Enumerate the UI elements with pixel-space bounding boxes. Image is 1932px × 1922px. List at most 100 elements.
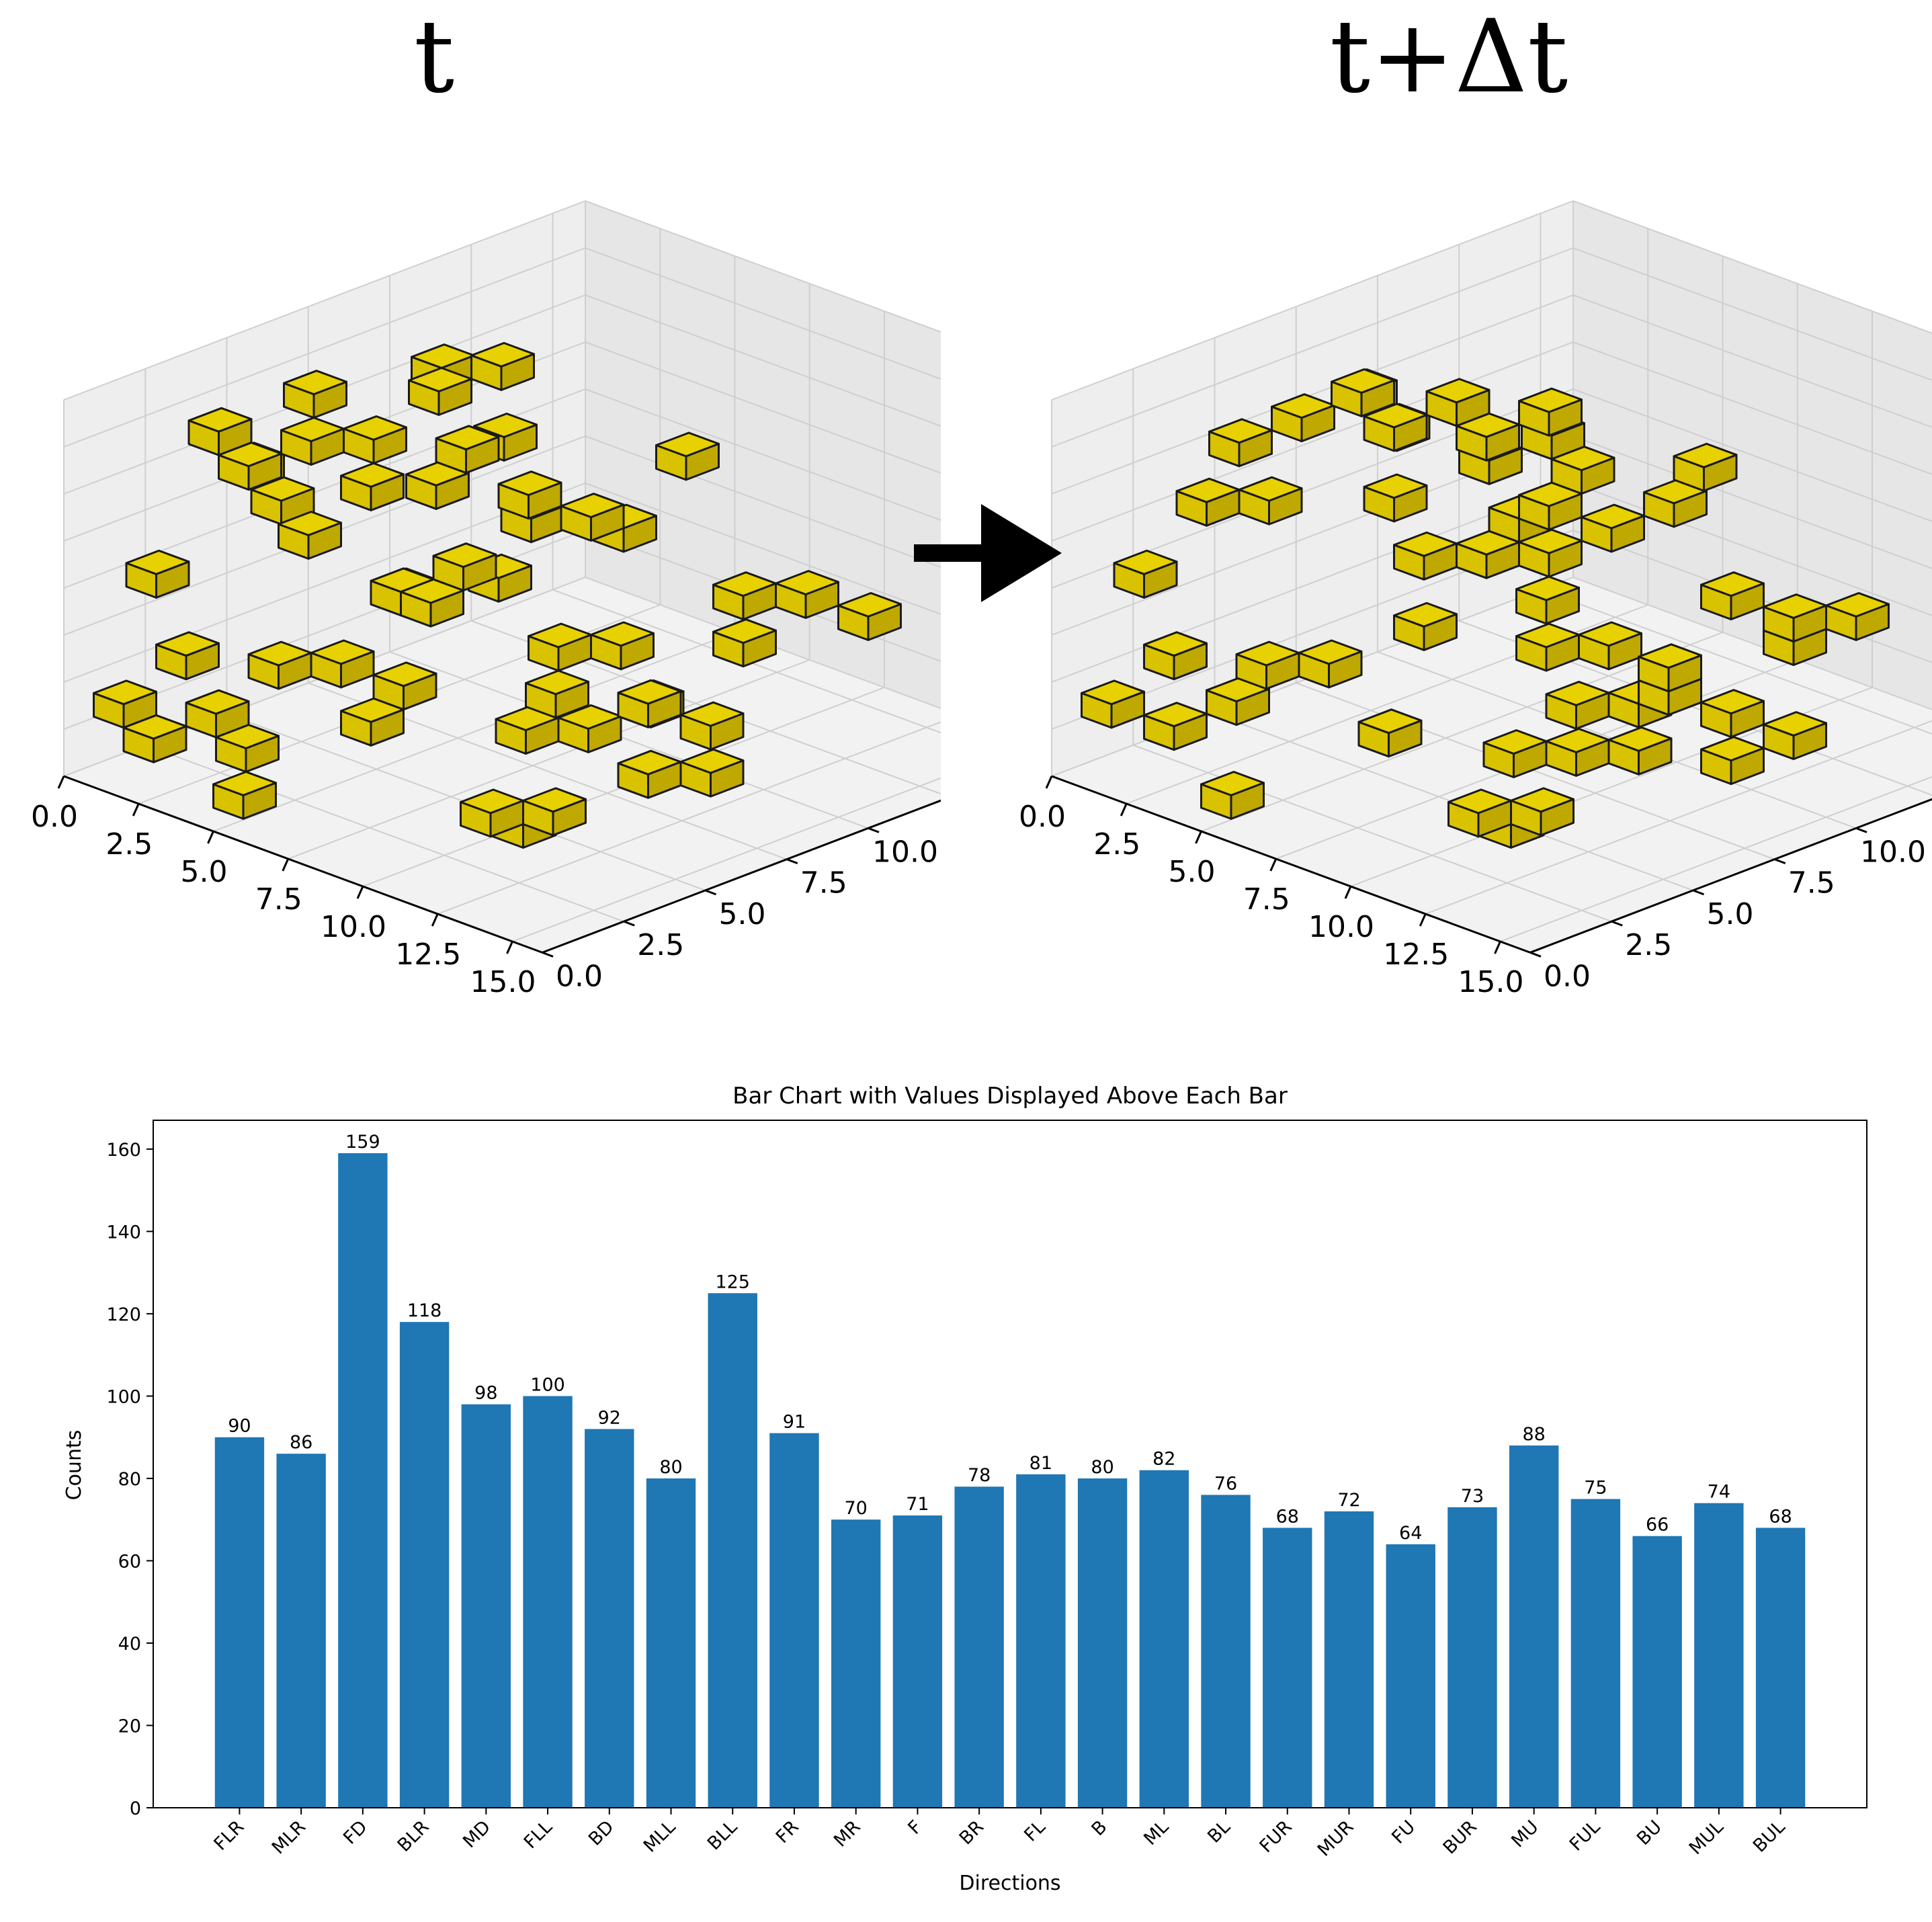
arrow-shaft — [914, 544, 988, 562]
bar — [1078, 1478, 1127, 1808]
bar — [1447, 1507, 1497, 1808]
bar-value-label: 82 — [1152, 1449, 1175, 1470]
x-tick-label: FD — [339, 1816, 372, 1849]
bar — [708, 1293, 757, 1808]
bar — [954, 1487, 1003, 1808]
x-tick-mark — [1345, 886, 1351, 899]
x-tick-mark — [283, 859, 288, 871]
bar-value-label: 91 — [783, 1412, 806, 1433]
bar-value-label: 86 — [290, 1432, 312, 1453]
bar-chart: Bar Chart with Values Displayed Above Ea… — [0, 1048, 1932, 1922]
x-tick-label: BL — [1204, 1816, 1234, 1847]
x-tick-mark — [358, 886, 363, 899]
bar — [523, 1396, 572, 1808]
x-tick-label: BLR — [394, 1816, 433, 1856]
y-tick-mark — [1530, 952, 1541, 956]
bar — [1571, 1499, 1620, 1808]
y-tick-label: 20 — [118, 1716, 141, 1737]
bar — [1694, 1503, 1743, 1808]
y-tick-mark — [706, 890, 716, 894]
bar-value-label: 159 — [345, 1132, 380, 1153]
y-tick-label: 60 — [118, 1551, 141, 1572]
x-tick-label: 7.5 — [1243, 882, 1290, 917]
bar-value-label: 81 — [1030, 1453, 1052, 1474]
bar-value-label: 73 — [1461, 1486, 1484, 1507]
bar-value-label: 74 — [1708, 1482, 1730, 1503]
bar-value-label: 92 — [598, 1407, 621, 1428]
x-tick-mark — [507, 942, 513, 954]
arrow-head — [981, 504, 1062, 602]
x-tick-mark — [1271, 859, 1276, 871]
y-tick-label: 140 — [106, 1222, 141, 1243]
bar — [585, 1429, 634, 1808]
bar — [462, 1405, 511, 1808]
x-tick-label: FLL — [520, 1816, 556, 1853]
chart-title: Bar Chart with Values Displayed Above Ea… — [732, 1083, 1288, 1110]
x-tick-label: BLL — [704, 1816, 741, 1854]
x-tick-mark — [1196, 831, 1202, 843]
bar-value-label: 78 — [968, 1465, 991, 1486]
y-tick-label: 120 — [106, 1304, 141, 1325]
x-tick-label: BUL — [1749, 1816, 1790, 1857]
x-tick-mark — [432, 914, 437, 926]
bar-value-label: 98 — [474, 1383, 497, 1404]
bar-value-label: 68 — [1769, 1506, 1792, 1527]
bar — [338, 1153, 387, 1808]
x-tick-mark — [208, 831, 214, 843]
y-tick-label: 2.5 — [637, 928, 684, 962]
x-tick-mark — [58, 776, 64, 788]
x-tick-label: 0.0 — [1019, 800, 1066, 834]
y-tick-label: 0.0 — [1544, 959, 1591, 993]
x-tick-label: 12.5 — [395, 937, 461, 972]
bar — [1509, 1446, 1558, 1808]
y-tick-label: 40 — [118, 1634, 141, 1655]
x-tick-label: FL — [1020, 1816, 1050, 1846]
bar-value-label: 80 — [659, 1457, 682, 1478]
x-tick-label: MUR — [1314, 1816, 1358, 1861]
y-tick-label: 2.5 — [1625, 928, 1672, 962]
y-tick-label: 0 — [130, 1798, 141, 1819]
bar — [1325, 1511, 1374, 1808]
x-tick-label: 10.0 — [1308, 910, 1374, 944]
y-tick-label: 10.0 — [1860, 835, 1926, 869]
y-tick-mark — [542, 952, 553, 956]
y-tick-label: 80 — [118, 1469, 141, 1490]
bar — [1386, 1544, 1435, 1808]
bar — [1140, 1470, 1189, 1808]
y-tick-mark — [1611, 921, 1622, 925]
x-tick-label: 15.0 — [1458, 965, 1524, 999]
x-tick-label: FU — [1388, 1816, 1419, 1848]
x-tick-label: 10.0 — [321, 910, 386, 944]
x-tick-label: F — [904, 1816, 926, 1839]
bar — [1201, 1495, 1250, 1808]
y-axis-label: Counts — [62, 1430, 86, 1501]
x-tick-label: FUR — [1256, 1816, 1296, 1857]
x-tick-label: BU — [1633, 1816, 1666, 1849]
x-tick-mark — [1420, 914, 1425, 926]
bar-value-label: 66 — [1646, 1515, 1669, 1536]
bar-value-label: 64 — [1399, 1523, 1422, 1544]
bar — [831, 1519, 880, 1808]
bar — [893, 1515, 942, 1808]
y-tick-label: 7.5 — [1788, 866, 1835, 901]
x-tick-label: 12.5 — [1383, 937, 1449, 972]
x-tick-label: BD — [585, 1816, 618, 1850]
bar-value-label: 88 — [1522, 1424, 1545, 1445]
bar-value-label: 71 — [906, 1494, 929, 1515]
x-tick-label: MLR — [268, 1816, 310, 1858]
y-tick-label: 100 — [106, 1386, 141, 1407]
y-tick-mark — [868, 828, 879, 832]
x-tick-label: MR — [830, 1816, 865, 1851]
x-tick-label: 2.5 — [106, 827, 153, 862]
y-tick-mark — [1856, 828, 1867, 832]
bar — [1263, 1528, 1312, 1808]
x-axis-label: Directions — [959, 1872, 1060, 1895]
x-tick-label: 2.5 — [1093, 827, 1140, 862]
x-tick-label: 7.5 — [255, 882, 302, 917]
x-tick-label: 0.0 — [31, 800, 78, 834]
x-tick-label: FR — [772, 1816, 803, 1847]
y-tick-label: 10.0 — [872, 835, 938, 869]
x-tick-label: 5.0 — [181, 855, 228, 889]
